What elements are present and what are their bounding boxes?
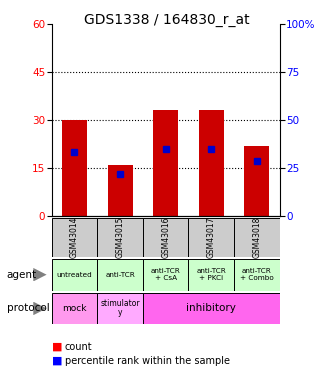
- Text: mock: mock: [62, 304, 87, 313]
- Text: GSM43018: GSM43018: [252, 216, 261, 258]
- Text: stimulator
y: stimulator y: [100, 299, 140, 317]
- Text: agent: agent: [7, 270, 37, 280]
- Text: anti-TCR
+ PKCi: anti-TCR + PKCi: [196, 268, 226, 281]
- Text: GSM43014: GSM43014: [70, 216, 79, 258]
- Bar: [188, 217, 234, 257]
- Text: untreated: untreated: [57, 272, 92, 278]
- Bar: [188, 259, 234, 291]
- Bar: [143, 217, 188, 257]
- Text: percentile rank within the sample: percentile rank within the sample: [65, 356, 230, 366]
- Text: GSM43015: GSM43015: [116, 216, 125, 258]
- Text: protocol: protocol: [7, 303, 49, 313]
- Text: ■: ■: [52, 356, 62, 366]
- Bar: [244, 146, 269, 216]
- Bar: [199, 110, 224, 216]
- Bar: [52, 259, 97, 291]
- Bar: [234, 259, 280, 291]
- Text: anti-TCR
+ CsA: anti-TCR + CsA: [151, 268, 180, 281]
- Bar: [143, 259, 188, 291]
- Bar: [97, 292, 143, 324]
- Polygon shape: [33, 302, 47, 315]
- Bar: [97, 217, 143, 257]
- Text: GDS1338 / 164830_r_at: GDS1338 / 164830_r_at: [84, 13, 249, 27]
- Text: anti-TCR: anti-TCR: [105, 272, 135, 278]
- Bar: [143, 292, 280, 324]
- Text: GSM43016: GSM43016: [161, 216, 170, 258]
- Bar: [52, 292, 97, 324]
- Bar: [62, 120, 87, 216]
- Text: inhibitory: inhibitory: [186, 303, 236, 313]
- Bar: [52, 217, 97, 257]
- Bar: [153, 110, 178, 216]
- Bar: [97, 259, 143, 291]
- Text: GSM43017: GSM43017: [207, 216, 216, 258]
- Text: count: count: [65, 342, 93, 352]
- Text: anti-TCR
+ Combo: anti-TCR + Combo: [240, 268, 274, 281]
- Text: ■: ■: [52, 342, 62, 352]
- Polygon shape: [33, 268, 47, 281]
- Bar: [234, 217, 280, 257]
- Bar: [108, 165, 133, 216]
